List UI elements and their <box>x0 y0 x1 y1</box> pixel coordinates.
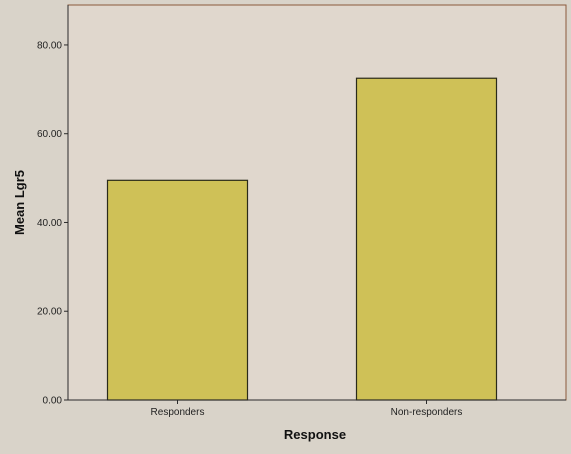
bar-non-responders <box>355 77 498 401</box>
x-tick-label: Non-responders <box>391 407 463 418</box>
y-tick-label: 80.00 <box>37 40 62 51</box>
x-axis-title: Response <box>284 427 346 442</box>
x-axis: Responders Non-responders <box>68 399 566 418</box>
y-tick-label: 60.00 <box>37 129 62 140</box>
bars-group <box>106 77 498 401</box>
bar-responders <box>106 179 249 401</box>
x-tick-label: Responders <box>151 407 205 418</box>
y-tick-label: 40.00 <box>37 218 62 229</box>
y-axis: 0.00 20.00 40.00 60.00 80.00 <box>37 5 69 407</box>
y-tick-label: 20.00 <box>37 307 62 318</box>
y-tick-label: 0.00 <box>43 396 63 407</box>
y-axis-title: Mean Lgr5 <box>12 170 27 235</box>
